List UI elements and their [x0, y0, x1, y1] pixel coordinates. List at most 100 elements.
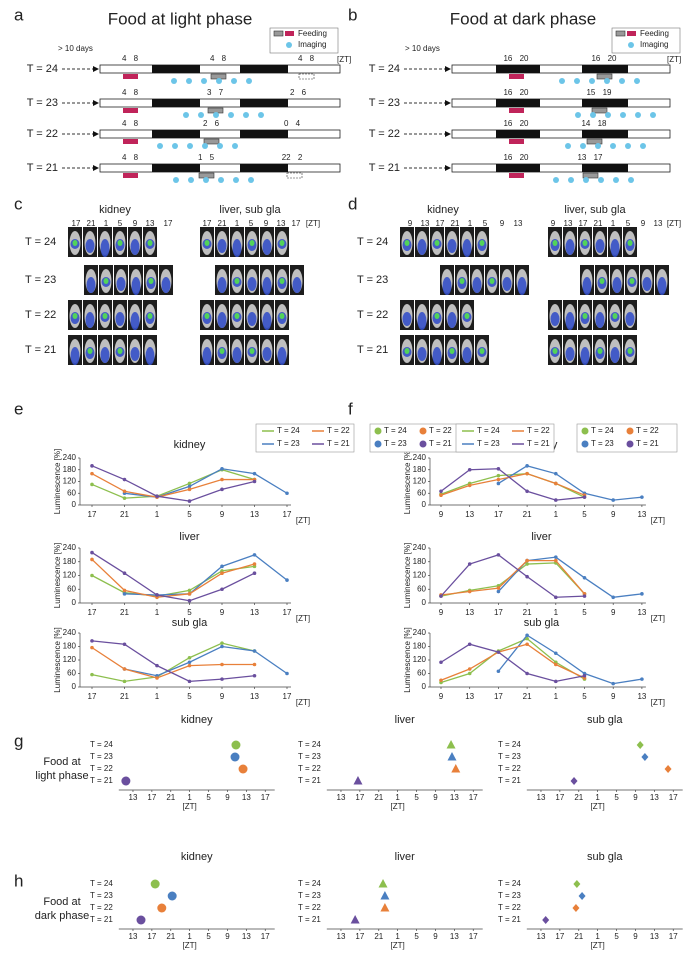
series-marker: [439, 493, 443, 498]
signal-hot: [102, 313, 108, 319]
series-marker: [496, 553, 501, 557]
series-marker: [554, 498, 558, 502]
x-unit: [ZT]: [183, 802, 197, 811]
imaging-dot: [610, 143, 616, 149]
unit-label: [ZT]: [337, 55, 351, 64]
imaging-dot: [186, 78, 192, 84]
x-tick-label: 13: [250, 510, 259, 519]
x-unit: [ZT]: [591, 802, 605, 811]
time-label: 3 7: [207, 88, 224, 97]
signal: [582, 277, 592, 295]
imaging-dot: [187, 143, 193, 149]
imaging-dot: [640, 143, 646, 149]
image-tick: 13: [514, 219, 523, 228]
x-tick-label: 17: [88, 692, 97, 701]
x-tick-label: 5: [582, 692, 587, 701]
x-tick-label: 17: [261, 932, 270, 941]
y-tick-label: 120: [413, 477, 427, 486]
image-tick: [ZT]: [667, 219, 681, 228]
imaging-dot: [171, 78, 177, 84]
legend-marker: [626, 440, 634, 448]
series-line: [91, 473, 255, 498]
signal-hot: [219, 348, 225, 354]
series-marker: [496, 473, 501, 478]
image-tick: 13: [277, 219, 286, 228]
series-marker: [187, 663, 192, 668]
signal-hot: [234, 278, 240, 284]
feeding-box: [123, 173, 138, 178]
x-tick-label: 17: [147, 793, 156, 802]
signal-hot: [404, 240, 410, 246]
series-marker: [467, 642, 472, 647]
time-bar: [99, 64, 341, 74]
imaging-dot: [559, 78, 565, 84]
gray-box: [203, 138, 220, 145]
imaging-dot: [598, 177, 604, 183]
series-line: [91, 647, 255, 679]
series-marker: [611, 595, 615, 600]
x-tick-label: 17: [669, 793, 678, 802]
legend-swatch: [615, 30, 626, 37]
series-marker: [285, 578, 289, 582]
legend-label: T = 22: [429, 426, 452, 435]
series-marker: [122, 667, 127, 671]
legend-marker: [419, 427, 427, 435]
series-marker: [122, 489, 127, 494]
y-tick-label: 60: [67, 669, 76, 678]
series-line: [124, 645, 288, 677]
y-axis-label: Luminescence [%]: [403, 627, 412, 692]
imaging-dot: [625, 143, 631, 149]
series-marker: [439, 678, 443, 683]
feeding-box: [509, 108, 524, 113]
signal-hot: [582, 240, 588, 246]
series-line: [91, 565, 255, 597]
signal-hot: [627, 348, 633, 354]
x-tick-label: 9: [220, 692, 225, 701]
y-tick-label: 60: [417, 488, 426, 497]
series-marker: [640, 495, 644, 499]
dark-phase: [582, 65, 628, 73]
legend-marker: [581, 427, 589, 435]
signal: [161, 277, 171, 293]
imaging-dot: [246, 78, 252, 84]
series-marker: [640, 592, 644, 596]
row-label: T = 22: [357, 309, 388, 321]
x-tick-label: 13: [465, 510, 474, 519]
x-tick-label: 1: [595, 932, 600, 941]
x-tick-label: 9: [611, 692, 616, 701]
x-tick-label: 5: [187, 510, 192, 519]
signal: [417, 312, 427, 330]
series-marker: [187, 487, 192, 492]
signal: [262, 239, 272, 255]
signal: [432, 347, 442, 365]
series-marker: [220, 477, 224, 482]
phase-point: [157, 903, 167, 913]
signal: [115, 312, 125, 326]
phase-point: [451, 764, 461, 773]
chart-title: liver: [179, 531, 200, 543]
x-tick-label: 1: [554, 692, 559, 701]
signal-hot: [204, 313, 210, 319]
x-tick-label: 21: [574, 793, 583, 802]
signal: [447, 239, 457, 253]
legend-label: Imaging: [298, 40, 326, 49]
y-tick-label: 180: [63, 642, 77, 651]
y-tick-label: 120: [413, 655, 427, 664]
row-label: T = 21: [369, 162, 400, 174]
panel-letter: e: [14, 399, 23, 418]
x-tick-label: 1: [155, 510, 160, 519]
series-marker: [187, 484, 192, 489]
image-tick: 13: [654, 219, 663, 228]
series-line: [498, 465, 642, 501]
y-tick-label: 60: [417, 584, 426, 593]
series-marker: [90, 482, 94, 487]
time-bar: [99, 129, 341, 139]
signal: [292, 277, 302, 293]
row-label: T = 23: [25, 274, 56, 286]
series-line: [91, 642, 255, 683]
series-marker: [496, 481, 501, 486]
image-tick: [ZT]: [306, 219, 320, 228]
legend-marker: [374, 440, 382, 448]
image-tick: 17: [72, 219, 81, 228]
signal-hot: [479, 348, 485, 354]
